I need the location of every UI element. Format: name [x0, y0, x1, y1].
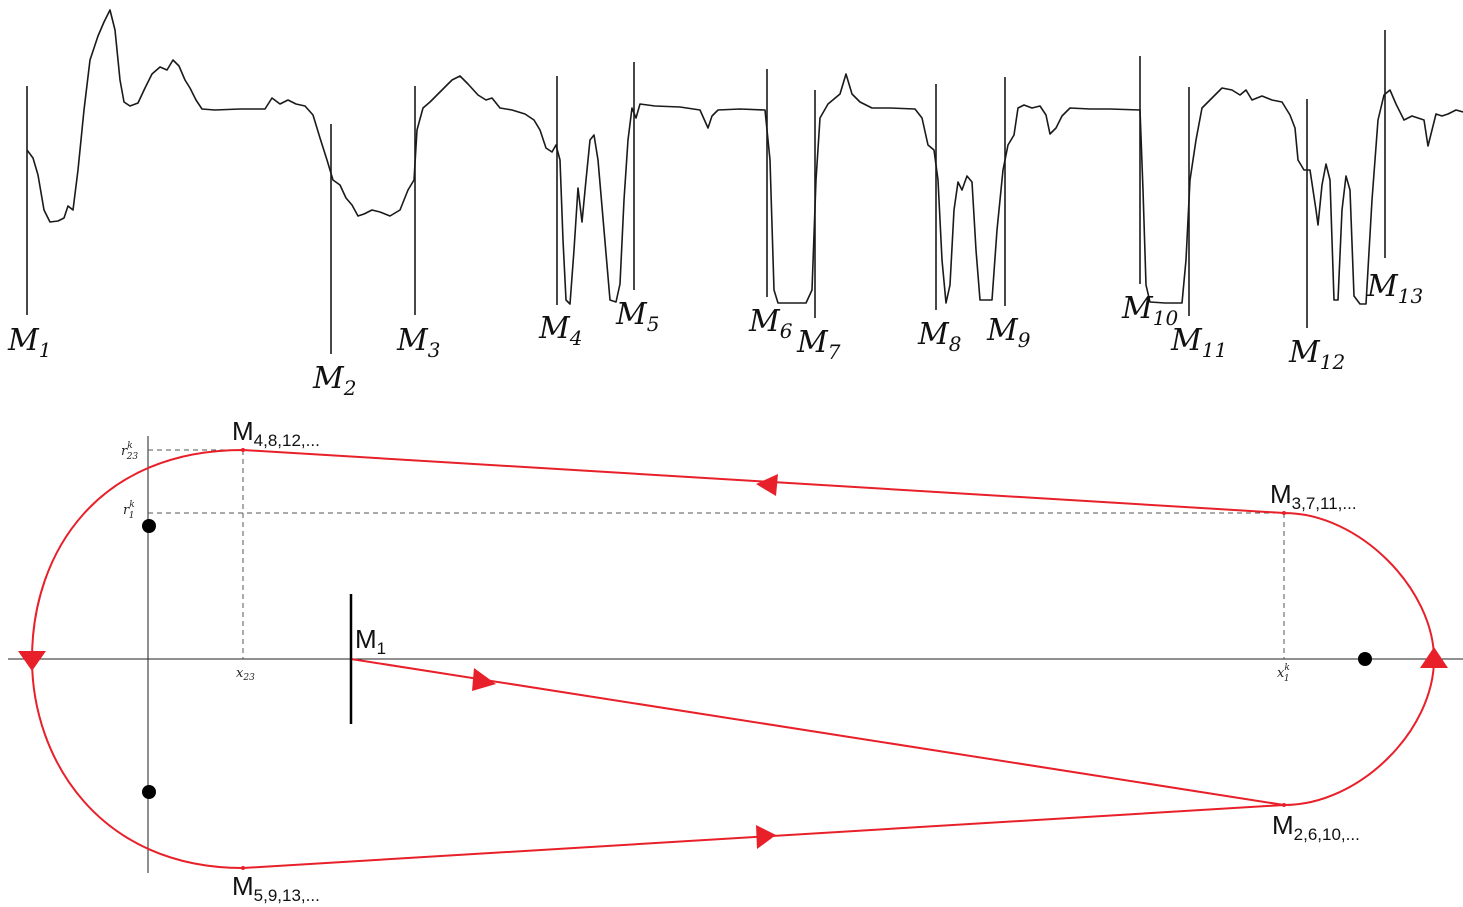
vertex-m3 [1282, 511, 1286, 515]
marker-label-m13: M13 [1366, 269, 1423, 308]
label-m1: M1 [355, 624, 386, 658]
vertex-m5 [241, 866, 245, 870]
marker-label-m12: M12 [1288, 335, 1345, 374]
marker-label-m1: M1 [7, 323, 51, 362]
vertex-m4 [241, 448, 245, 452]
marker-label-m8: M8 [917, 317, 961, 356]
fixed-point-right [1358, 652, 1372, 666]
label-m2-6-10: M2,6,10,... [1272, 810, 1360, 844]
arrow-right-upward [1420, 647, 1448, 668]
label-x1: xk 1 [1277, 663, 1290, 684]
arrow-top-leftward [756, 474, 778, 496]
label-m4-8-12: M4,8,12,... [232, 416, 320, 450]
vertex-m2 [1282, 803, 1286, 807]
marker-label-m6: M6 [748, 304, 793, 343]
label-m5-9-13: M5,9,13,... [232, 871, 320, 905]
signal-panel: M1 M2 M3 M4 M5 M6 M7 M8 M9 M10 M11 M12 M… [7, 9, 1463, 400]
marker-label-m11: M11 [1170, 323, 1227, 362]
marker-label-m9: M9 [986, 313, 1031, 352]
fixed-point-upper [142, 519, 156, 533]
marker-label-m2: M2 [312, 361, 356, 400]
label-x23: x23 [236, 666, 255, 683]
label-m3-7-11: M3,7,11,... [1270, 479, 1357, 513]
orbit-panel: rk 23 rk 1 x23 xk 1 M1 M4,8,12,... M3,7,11,… [8, 416, 1463, 905]
arrow-middle-rightward [472, 668, 496, 691]
arrow-bottom-rightward [756, 825, 776, 849]
signal-trace [26, 9, 1463, 305]
marker-label-m4: M4 [538, 311, 582, 350]
marker-label-m10: M10 [1121, 291, 1178, 330]
marker-label-m3: M3 [396, 323, 440, 362]
marker-label-m5: M5 [615, 297, 659, 336]
label-r1: rk 1 [123, 500, 135, 521]
fixed-point-lower [142, 785, 156, 799]
arrow-left-downward [18, 651, 46, 671]
marker-label-m7: M7 [796, 325, 841, 364]
label-r23: rk 23 [121, 441, 138, 462]
